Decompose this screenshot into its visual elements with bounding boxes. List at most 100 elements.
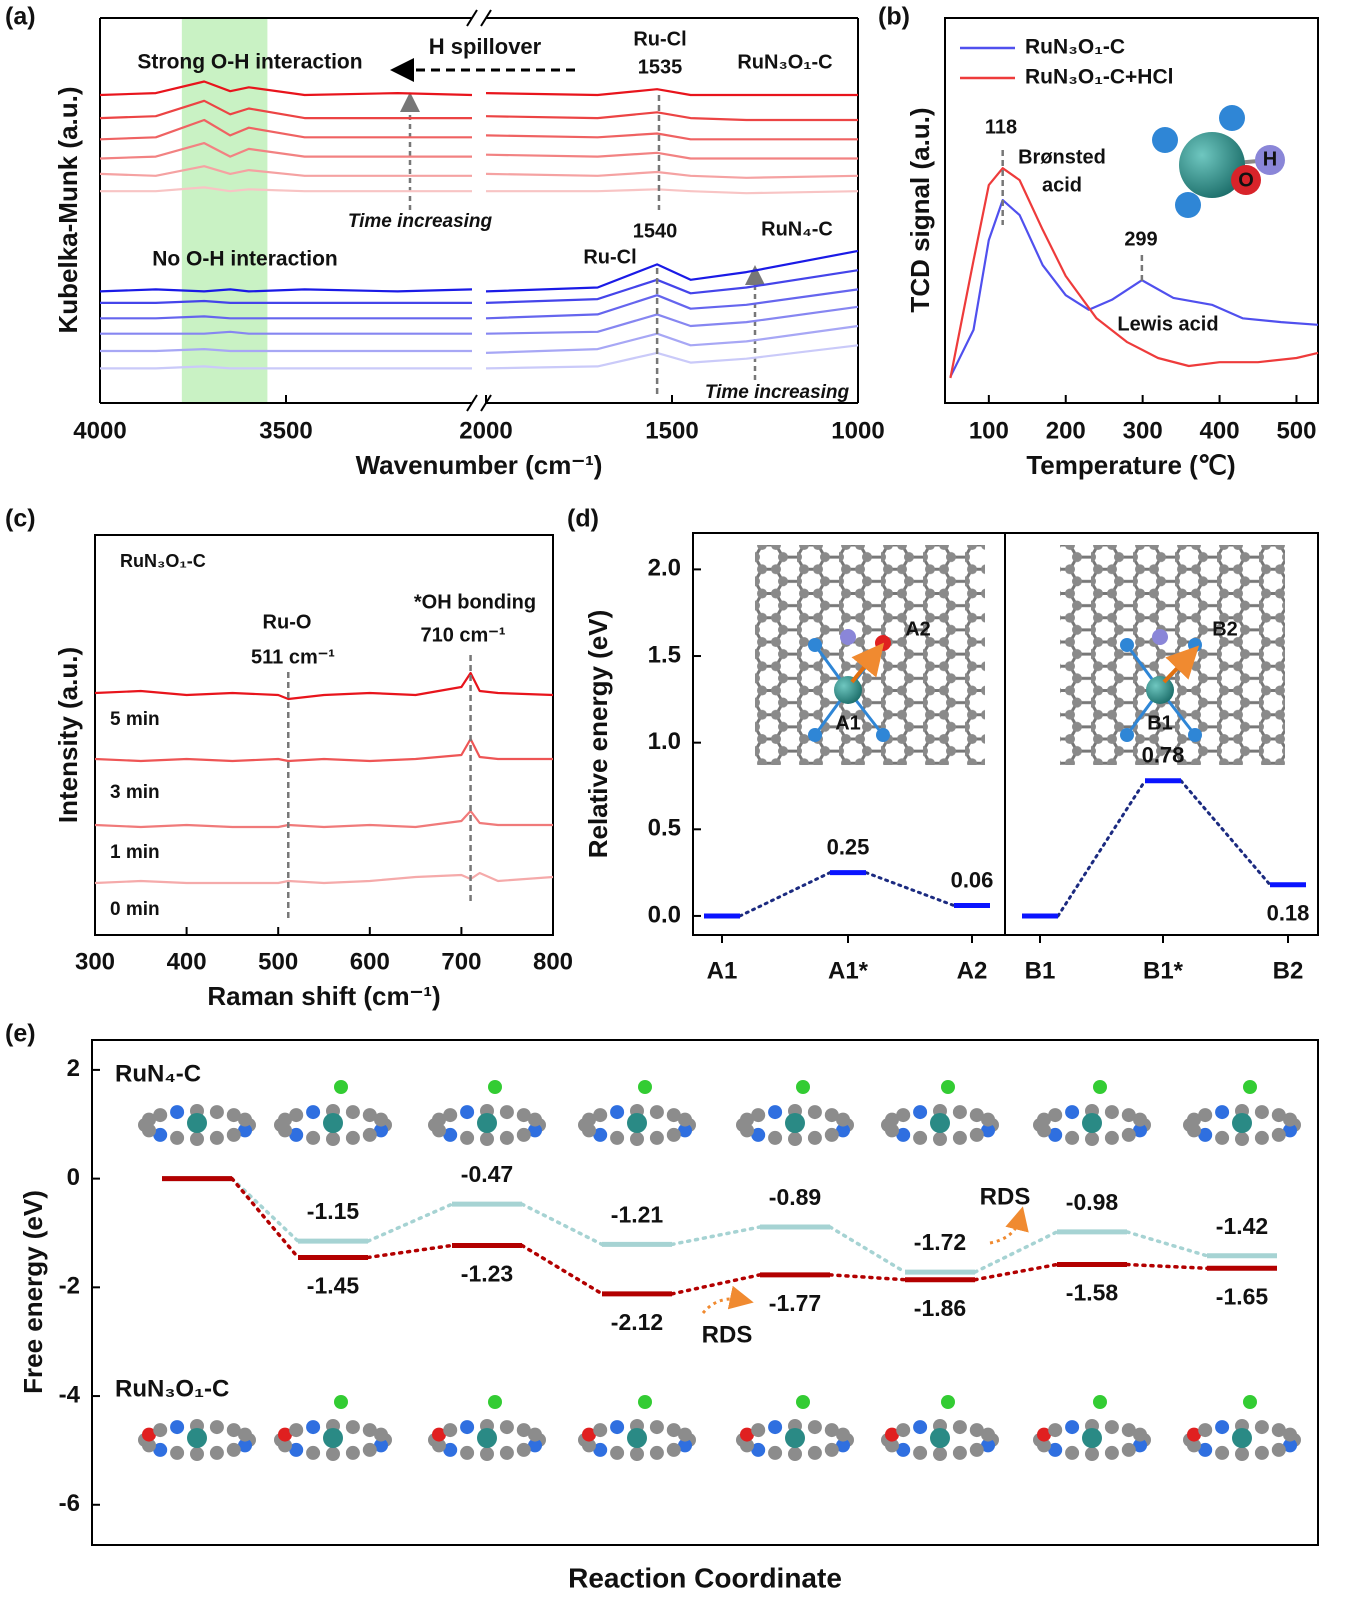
x-tick-label: 500 xyxy=(1276,417,1316,444)
atom-decor xyxy=(896,1423,911,1438)
annotation: acid xyxy=(1042,174,1082,196)
atom-decor xyxy=(941,1395,955,1409)
connector xyxy=(520,1202,604,1247)
atom-decor xyxy=(807,1130,822,1145)
x-tick-label: A1 xyxy=(707,957,738,984)
value-label: -2.12 xyxy=(611,1309,663,1335)
x-tick-label: 500 xyxy=(258,948,298,975)
series-label: 1 min xyxy=(110,842,160,863)
x-axis-label: Wavenumber (cm⁻¹) xyxy=(356,450,603,480)
atom-decor xyxy=(678,1112,692,1127)
atom-decor xyxy=(740,1427,754,1442)
atom-decor xyxy=(768,1420,783,1435)
atom-decor xyxy=(1271,1127,1286,1142)
atom-decor xyxy=(170,1130,185,1145)
atom-decor xyxy=(1283,1438,1297,1453)
atom-decor xyxy=(807,1445,822,1460)
atom-decor xyxy=(142,1427,156,1442)
atom-decor xyxy=(1254,1420,1269,1435)
atom-decor xyxy=(807,1105,822,1120)
atom-decor xyxy=(768,1445,783,1460)
series-line xyxy=(94,809,553,829)
atom-decor xyxy=(1121,1127,1136,1142)
series-line xyxy=(100,348,472,353)
atom-decor xyxy=(306,1105,321,1120)
atom-decor xyxy=(238,1438,252,1453)
x-tick-label: 400 xyxy=(167,948,207,975)
x-tick-label: A2 xyxy=(957,957,988,984)
atom-decor xyxy=(649,1130,664,1145)
atom-decor xyxy=(740,1112,754,1127)
annotation: RDS xyxy=(980,1183,1031,1210)
atom-decor xyxy=(582,1427,596,1442)
connector xyxy=(1056,779,1147,918)
atom-decor xyxy=(1232,1113,1252,1133)
connector xyxy=(973,1262,1059,1282)
atom-decor xyxy=(528,1123,542,1138)
atom-decor xyxy=(278,1112,292,1127)
atom-decor xyxy=(499,1445,514,1460)
atom-decor xyxy=(1254,1130,1269,1145)
series-line xyxy=(485,88,858,97)
panel-label: (c) xyxy=(5,505,36,533)
connector xyxy=(738,871,832,918)
inset-label: A2 xyxy=(905,618,931,640)
atom-decor xyxy=(1235,1447,1249,1461)
atom-decor xyxy=(593,1442,608,1457)
atom-decor xyxy=(443,1442,458,1457)
atom-decor xyxy=(1133,1112,1147,1127)
atom-decor xyxy=(1254,1105,1269,1120)
atom-decor xyxy=(1104,1420,1119,1435)
connector xyxy=(1125,1230,1209,1258)
x-tick-label: 200 xyxy=(1046,417,1086,444)
atom-decor xyxy=(638,1395,652,1409)
atom-decor xyxy=(1243,1080,1257,1094)
atom-decor xyxy=(1065,1420,1080,1435)
series-line xyxy=(486,188,859,195)
y-axis-label: Intensity (a.u.) xyxy=(53,647,83,823)
series-line xyxy=(485,249,859,293)
peak-label: 511 cm⁻¹ xyxy=(251,646,335,668)
value-label: -0.47 xyxy=(461,1161,513,1187)
series-line xyxy=(485,269,859,304)
value-label: -1.86 xyxy=(914,1295,966,1321)
series-label: 3 min xyxy=(110,782,160,803)
atom-decor xyxy=(836,1112,850,1127)
atom-decor xyxy=(1187,1112,1201,1127)
atom-decor xyxy=(610,1105,625,1120)
x-axis-label: Temperature (℃) xyxy=(1026,450,1235,480)
series-line xyxy=(485,305,859,335)
series-line xyxy=(99,165,472,177)
series-line xyxy=(99,99,472,120)
atom-decor xyxy=(610,1420,625,1435)
atom-decor xyxy=(952,1105,967,1120)
atom-decor xyxy=(896,1108,911,1123)
atom-decor xyxy=(1065,1445,1080,1460)
atom-decor xyxy=(896,1127,911,1142)
atom-decor xyxy=(666,1423,681,1438)
atom-decor xyxy=(323,1113,343,1133)
series-line xyxy=(485,344,859,370)
atom-decor xyxy=(374,1112,388,1127)
series-line xyxy=(949,167,1319,379)
atom-decor xyxy=(768,1105,783,1120)
atom-decor xyxy=(1104,1105,1119,1120)
atom-decor xyxy=(1215,1420,1230,1435)
atom-decor xyxy=(306,1445,321,1460)
atom-decor xyxy=(432,1112,446,1127)
atom-decor xyxy=(528,1112,542,1127)
atom-decor xyxy=(981,1427,995,1442)
atom-decor xyxy=(836,1427,850,1442)
series-line xyxy=(100,315,472,320)
atom-decor xyxy=(460,1105,475,1120)
y-tick-label: 0 xyxy=(67,1164,80,1191)
atom-decor xyxy=(785,1113,805,1133)
x-tick-label: B1 xyxy=(1025,957,1056,984)
value-label: -1.21 xyxy=(611,1201,664,1227)
atom-decor xyxy=(751,1442,766,1457)
atom-decor xyxy=(226,1127,241,1142)
x-axis-label: Raman shift (cm⁻¹) xyxy=(207,981,440,1011)
connector xyxy=(973,1230,1059,1274)
x-tick-label: 4000 xyxy=(73,417,126,444)
x-tick-label: 800 xyxy=(533,948,573,975)
